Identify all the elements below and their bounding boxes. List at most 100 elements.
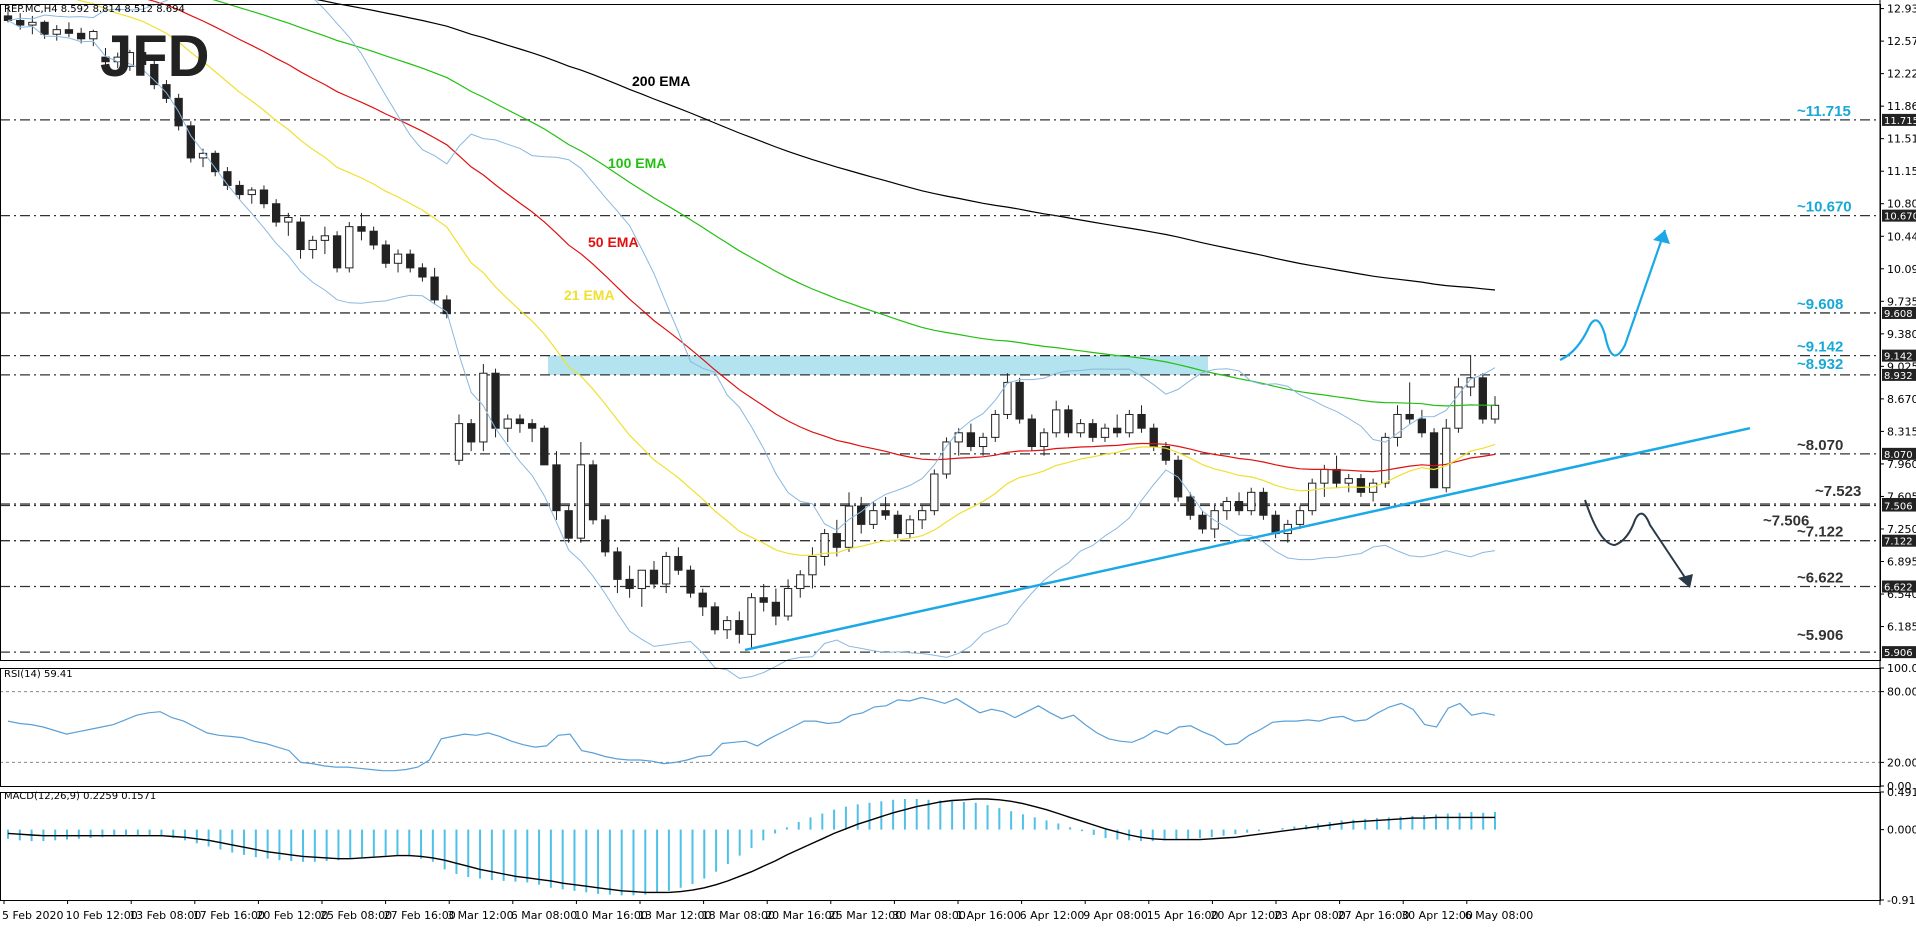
candle-down: [1015, 381, 1024, 420]
y-tick-label: 11.510: [1887, 133, 1916, 146]
candle-down: [406, 253, 415, 269]
rsi-y-tick-label: 0.00: [1887, 780, 1912, 793]
y-tick-label: 7.250: [1887, 523, 1916, 536]
level-price-box: [1882, 646, 1916, 659]
candle-down: [1112, 427, 1122, 434]
candle-up: [942, 441, 951, 475]
macd-y-tick-label: 0.0000: [1887, 824, 1916, 837]
candle-up: [479, 372, 488, 443]
candle-down: [735, 620, 744, 635]
level-label: ~8.070: [1797, 437, 1843, 454]
candle-down: [1161, 446, 1171, 461]
level-price-box: [1882, 534, 1916, 547]
candle-up: [576, 464, 586, 539]
candle-down: [296, 221, 305, 251]
candle-up: [345, 226, 354, 269]
candle-down: [381, 244, 391, 264]
candle-down: [1137, 413, 1146, 429]
y-tick-label: 6.185: [1887, 621, 1916, 634]
level-label: ~9.608: [1797, 296, 1843, 313]
level-price-box-label: 7.506: [1884, 502, 1913, 513]
candle-down: [101, 56, 110, 63]
candle-down: [893, 514, 902, 535]
candle-down: [235, 184, 244, 196]
candle-down: [467, 423, 476, 443]
ema-21-line: [76, 0, 1496, 557]
candle-down: [76, 32, 86, 40]
resistance-zone: [548, 355, 1208, 375]
candle-up: [1295, 510, 1305, 525]
macd-y-tick-label: -0.9198: [1887, 894, 1916, 907]
y-tick-label: 10.445: [1887, 230, 1916, 243]
candle-down: [966, 432, 976, 448]
level-price-box: [1882, 580, 1916, 593]
candle-up: [1442, 427, 1451, 489]
candle-up: [869, 510, 878, 525]
candle-down: [552, 464, 561, 512]
x-tick-label: 23 Apr 08:00: [1274, 909, 1346, 922]
y-tick-label: 12.575: [1887, 35, 1916, 48]
level-label: ~9.142: [1797, 339, 1843, 356]
level-label: ~5.906: [1797, 627, 1843, 644]
level-price-box: [1882, 306, 1916, 319]
candle-down: [40, 21, 49, 35]
candle-down: [1088, 423, 1097, 438]
level-price-box: [1882, 368, 1916, 381]
x-tick-label: 18 Mar 08:00: [702, 909, 775, 922]
level-price-box-label: 6.622: [1884, 583, 1913, 594]
x-tick-label: 6 Apr 12:00: [1020, 909, 1085, 922]
candle-up: [1381, 436, 1390, 484]
ema-100-line: [212, 0, 1495, 407]
candle-down: [442, 299, 451, 315]
candle-down: [759, 597, 768, 603]
x-tick-label: 15 Apr 16:00: [1147, 909, 1219, 922]
candle-up: [796, 574, 805, 590]
candle-down: [1027, 418, 1036, 448]
level-price-box: [1882, 447, 1916, 460]
x-tick-label: 6 May 08:00: [1465, 909, 1533, 922]
candle-up: [747, 597, 756, 635]
candle-down: [332, 235, 342, 269]
x-tick-label: 20 Apr 12:00: [1210, 909, 1282, 922]
candle-up: [1308, 482, 1317, 512]
candle-down: [613, 551, 622, 580]
candle-down: [1332, 468, 1341, 484]
candle-down: [515, 418, 525, 425]
x-tick-label: 9 Apr 08:00: [1083, 909, 1148, 922]
macd-title: MACD(12,26,9) 0.2259 0.1571: [4, 791, 156, 802]
candle-down: [1234, 500, 1244, 512]
candle-up: [820, 533, 829, 557]
candle-up: [284, 216, 293, 223]
candle-up: [1125, 413, 1134, 434]
rsi-panel: [0, 691, 1880, 772]
level-label: ~8.932: [1797, 356, 1843, 373]
candle-down: [649, 569, 659, 585]
chart-header: REP.MC,H4 8.592 8.814 8.512 8.694: [4, 4, 185, 15]
x-tick-label: 13 Mar 12:00: [638, 909, 711, 922]
candle-down: [369, 230, 378, 246]
y-tick-label: 12.220: [1887, 68, 1916, 81]
candle-up: [637, 569, 646, 590]
candle-up: [1454, 386, 1463, 429]
candle-up: [978, 436, 988, 448]
bollinger-upper-line: [7, 0, 1496, 531]
candle-down: [357, 226, 366, 232]
y-tick-label: 9.380: [1887, 328, 1916, 341]
candle-down: [1259, 491, 1268, 516]
level-price-box: [1882, 209, 1916, 222]
candle-up: [247, 189, 256, 196]
candle-up: [1368, 482, 1378, 493]
candle-down: [1064, 409, 1073, 434]
candle-down: [1356, 478, 1366, 493]
candle-down: [162, 84, 171, 99]
candle-down: [1186, 496, 1195, 516]
candle-down: [527, 423, 537, 429]
candle-up: [52, 29, 61, 35]
candle-down: [430, 276, 439, 301]
candle-up: [320, 235, 330, 241]
candle-down: [418, 267, 427, 278]
macd-signal-line: [7, 798, 1495, 894]
level-label: ~11.715: [1797, 103, 1851, 120]
candle-down: [1173, 459, 1183, 498]
